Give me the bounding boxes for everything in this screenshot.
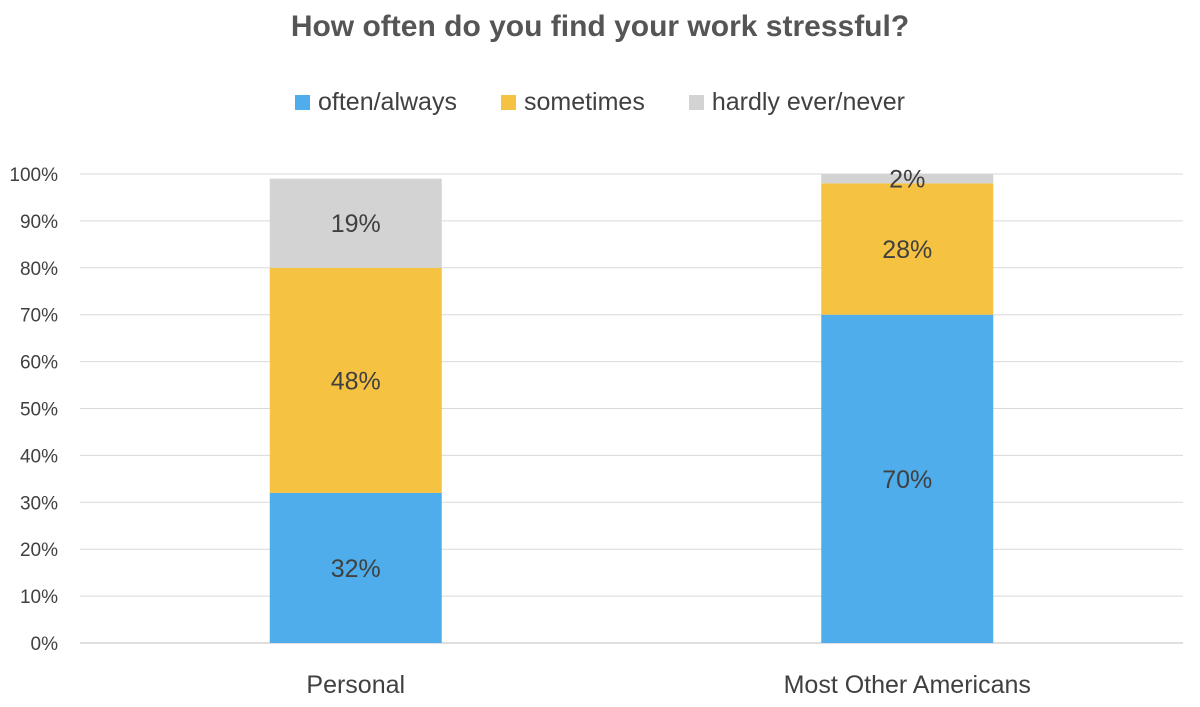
legend: often/always sometimes hardly ever/never [0, 88, 1200, 117]
x-category-label: Personal [306, 671, 405, 699]
bar-segment [821, 174, 994, 184]
data-label: 32% [331, 555, 381, 583]
y-tick-label: 10% [20, 587, 58, 608]
bar-segment [269, 267, 442, 493]
legend-label-often: often/always [318, 88, 457, 116]
legend-item-often: often/always [295, 88, 457, 117]
y-tick-label: 30% [20, 493, 58, 514]
y-tick-label: 0% [31, 634, 59, 655]
y-tick-label: 70% [20, 306, 58, 327]
y-tick-label: 60% [20, 353, 58, 374]
y-tick-label: 90% [20, 212, 58, 233]
y-tick-label: 100% [9, 165, 58, 186]
bar-segment [821, 183, 994, 315]
legend-swatch-often [295, 95, 310, 110]
legend-label-hardly: hardly ever/never [711, 88, 905, 116]
y-tick-label: 50% [20, 400, 58, 421]
y-tick-label: 80% [20, 259, 58, 280]
y-tick-label: 40% [20, 446, 58, 467]
data-label: 70% [882, 466, 932, 494]
x-category-label: Most Other Americans [784, 671, 1031, 699]
legend-label-sometimes: sometimes [523, 88, 645, 116]
data-label: 19% [331, 210, 381, 238]
legend-swatch-hardly [688, 95, 704, 110]
data-label: 2% [889, 166, 925, 194]
y-tick-label: 20% [20, 540, 58, 561]
data-label: 48% [331, 367, 381, 395]
legend-item-hardly: hardly ever/never [688, 88, 905, 117]
bar-segment [269, 492, 442, 643]
legend-item-sometimes: sometimes [500, 88, 645, 117]
legend-swatch-sometimes [500, 95, 516, 110]
bar-segment [821, 314, 994, 643]
chart-title: How often do you find your work stressfu… [290, 10, 910, 43]
data-label: 28% [882, 236, 932, 264]
bar-segment [269, 178, 442, 268]
